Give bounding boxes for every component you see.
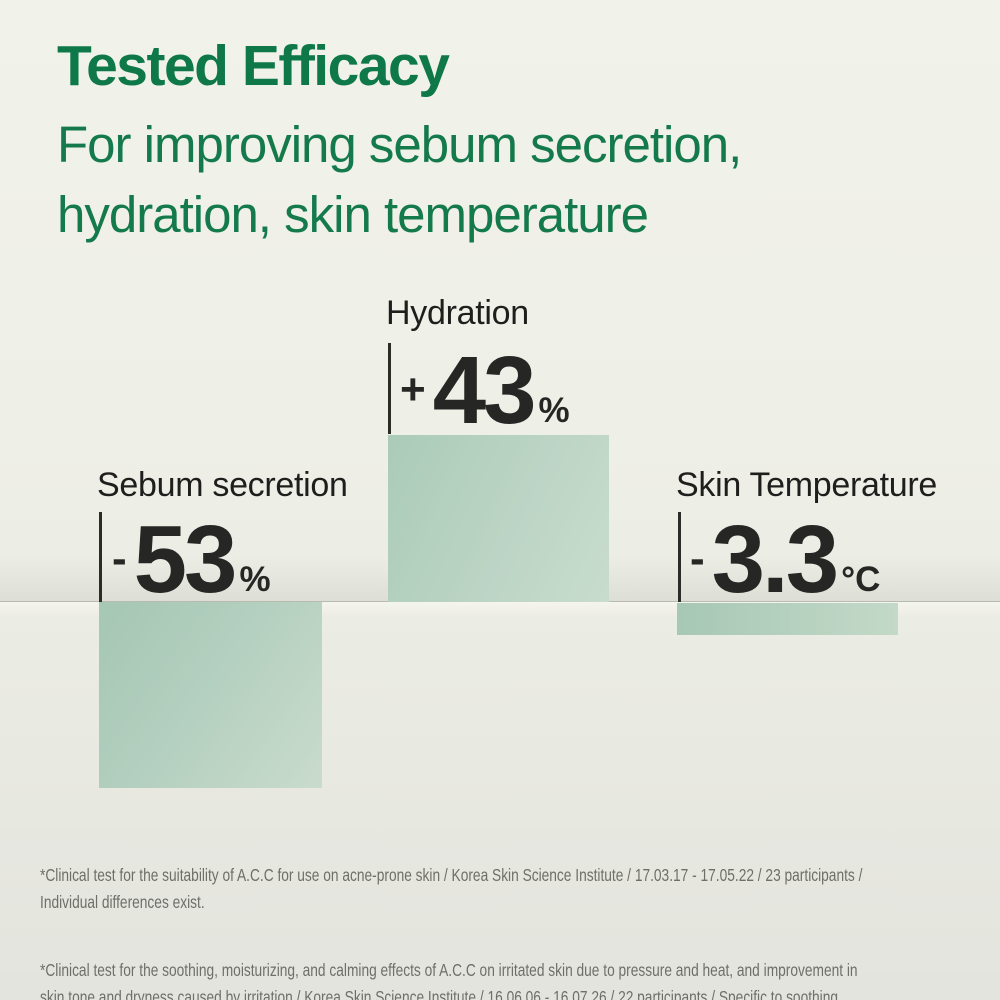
stat-number: 43 [432,337,537,445]
stat-value: - 53 % [110,506,271,614]
footnote-clinical-test-1: *Clinical test for the suitability of A.… [40,864,863,913]
stat-value: - 3.3 °C [688,506,881,614]
page-subtitle: For improving sebum secretion, hydration… [57,116,742,244]
stat-unit: % [538,391,570,430]
stat-unit: °C [841,560,881,599]
tick-mark [678,512,681,602]
stat-number: 3.3 [711,506,839,614]
stat-sign: - [112,534,127,583]
bar-skin-temperature [677,603,898,635]
bar-hydration [388,435,609,602]
stat-number: 53 [133,506,238,614]
footnote-clinical-test-2: *Clinical test for the soothing, moistur… [40,959,858,1000]
stat-sign: + [400,365,426,414]
tick-mark [99,512,102,602]
bar-sebum-secretion [99,602,322,788]
stat-sign: - [690,534,705,583]
page-title: Tested Efficacy [57,34,450,98]
stat-label: Hydration [386,294,529,332]
stat-label: Sebum secretion [97,466,348,504]
header: Tested Efficacy For improving sebum secr… [57,34,742,251]
stat-value: + 43 % [398,337,570,445]
tick-mark [388,343,391,434]
stat-label: Skin Temperature [676,466,938,504]
footnotes: *Clinical test for the suitability of A.… [40,834,958,1000]
stat-unit: % [239,560,271,599]
